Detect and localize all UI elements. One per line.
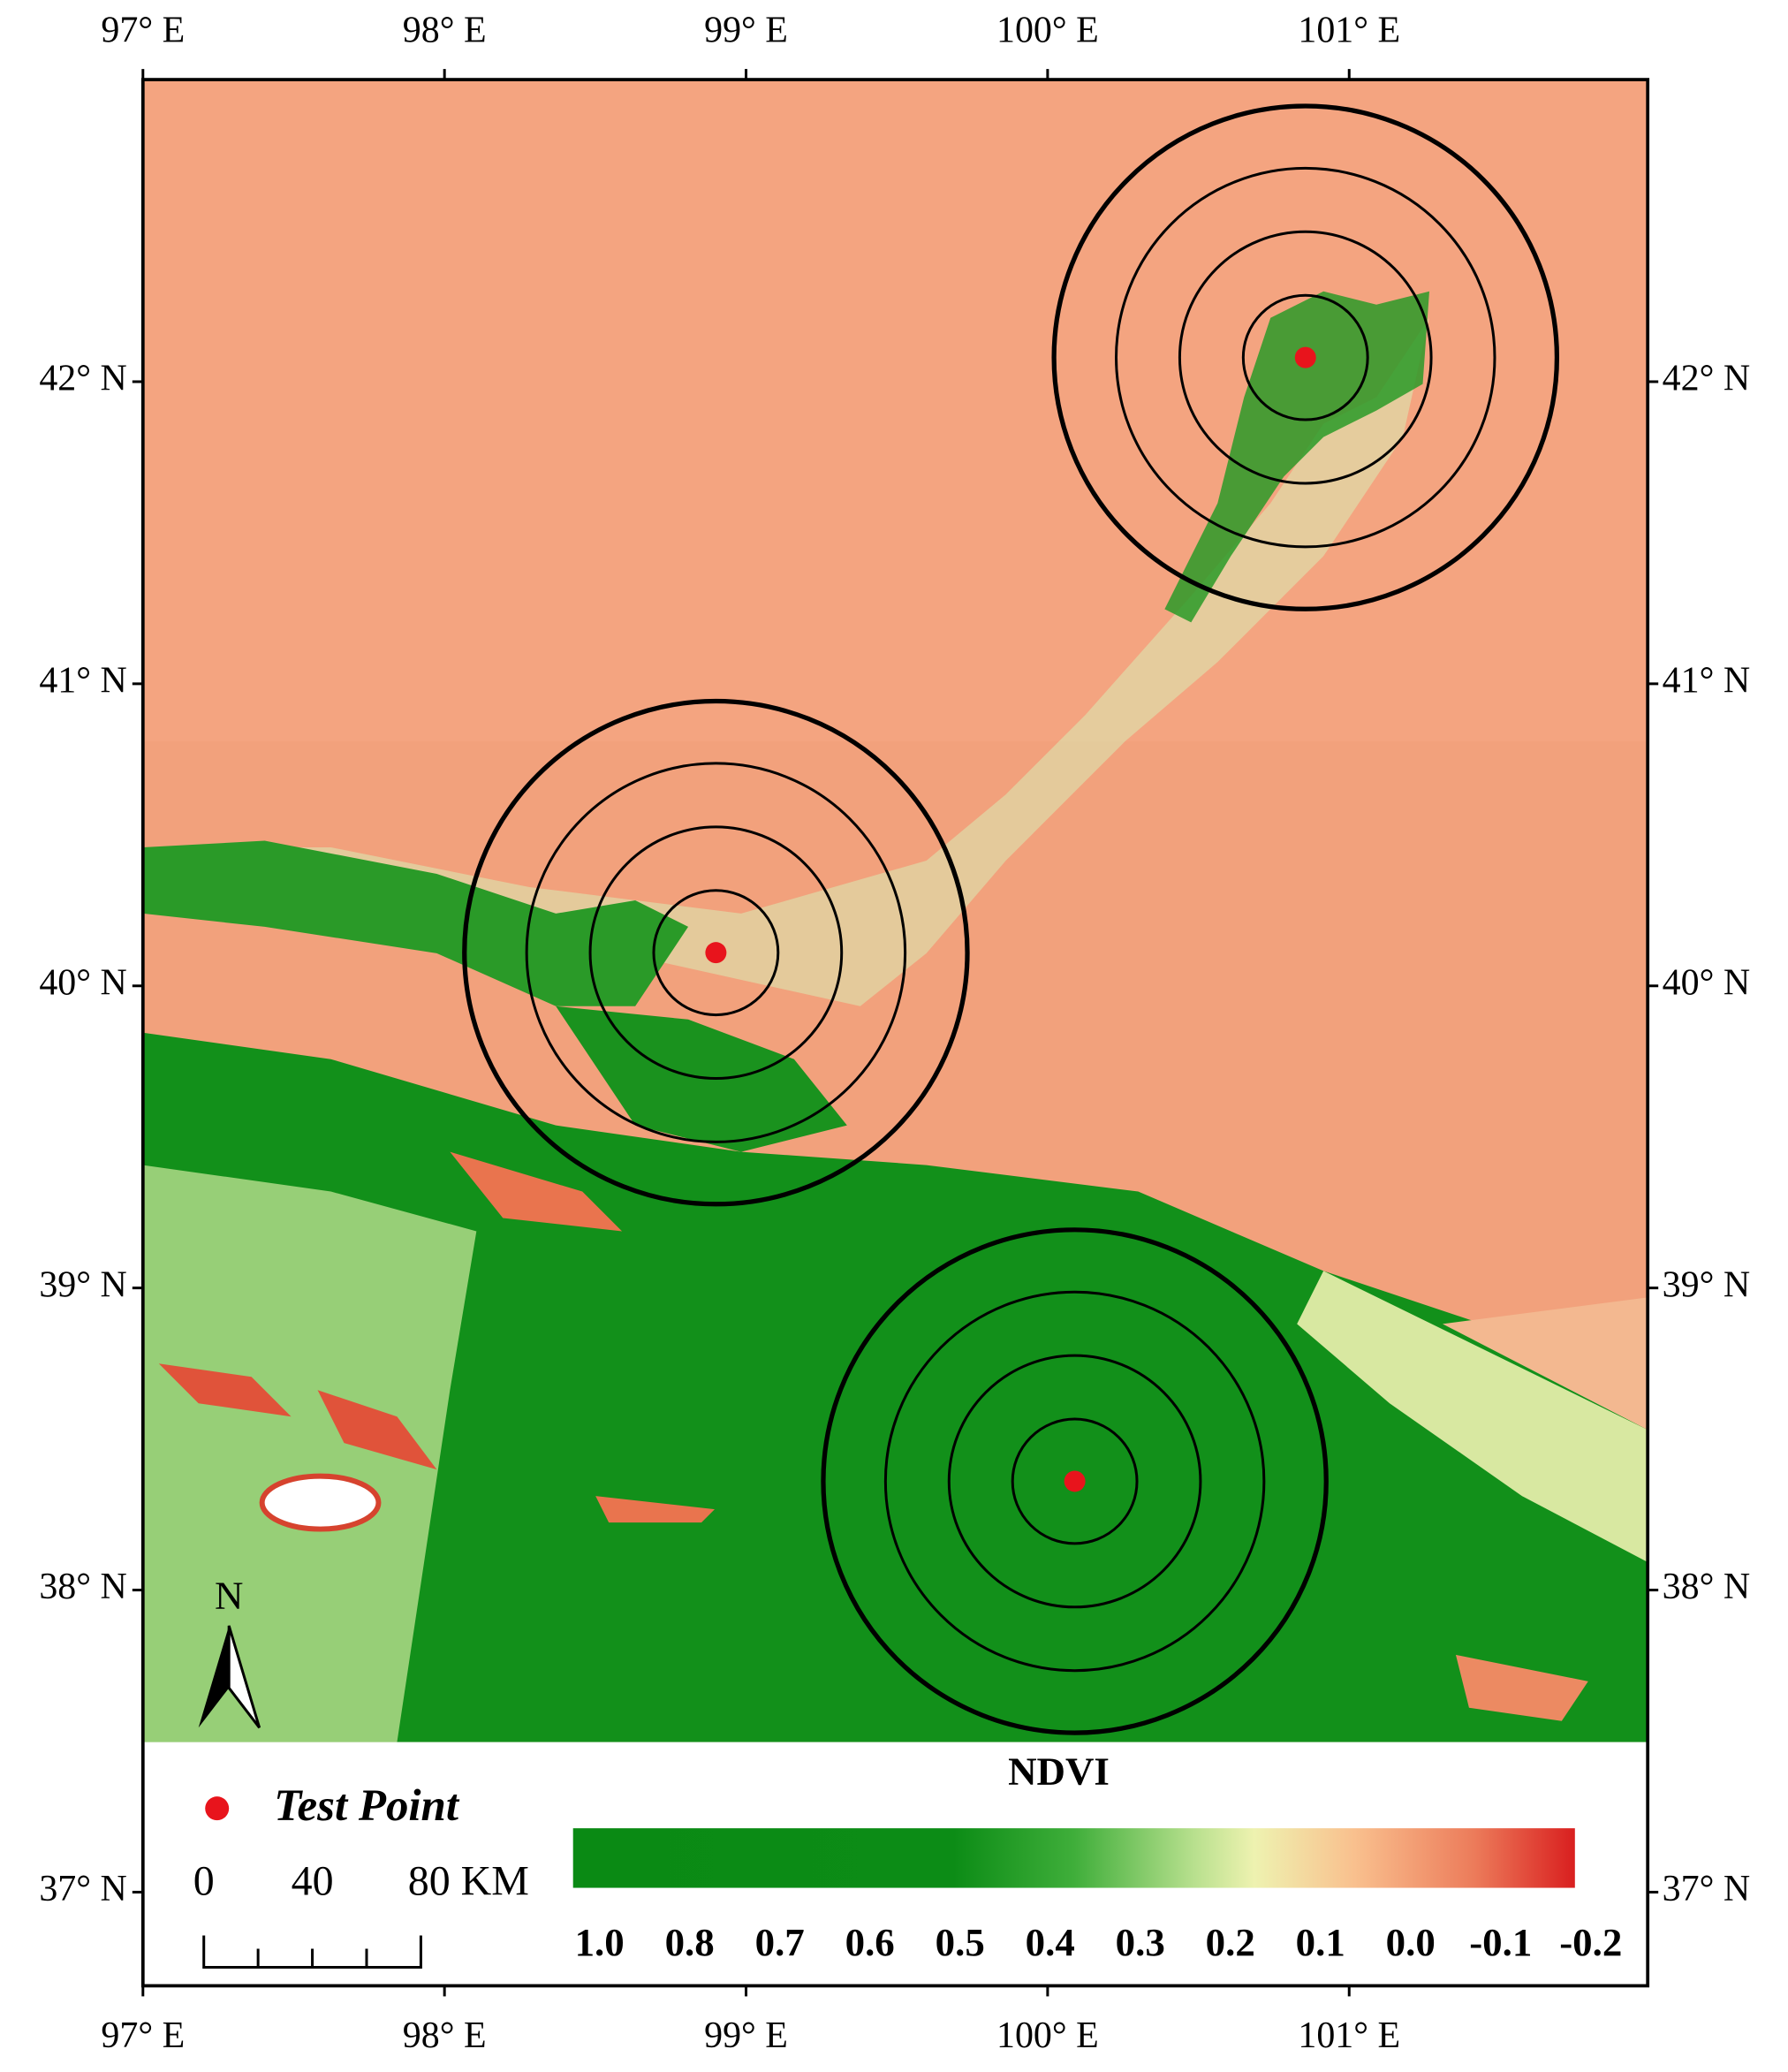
test-point bbox=[1064, 1470, 1086, 1492]
legend: Test Point NDVI 0 40 80 KM 1.0 0.8 0.7 0.6 0.5 0… bbox=[193, 1749, 1622, 1969]
colorbar-label: 0.7 bbox=[755, 1920, 805, 1964]
buffer-ring bbox=[883, 1290, 1266, 1673]
buffer-ring bbox=[947, 1354, 1202, 1609]
map-frame bbox=[140, 78, 1650, 1988]
test-point bbox=[705, 942, 727, 964]
x-tick-label-top: 100° E bbox=[996, 10, 1099, 50]
x-tick-label-top: 98° E bbox=[403, 10, 487, 50]
buffer-ring bbox=[821, 1227, 1329, 1735]
buffer-ring bbox=[1178, 230, 1433, 485]
x-tick-label-bottom: 99° E bbox=[704, 2015, 788, 2056]
colorbar-label: 0.3 bbox=[1116, 1920, 1165, 1964]
buffer-ring bbox=[462, 698, 970, 1207]
x-tick-label-top: 97° E bbox=[101, 10, 185, 50]
buffer-rings bbox=[462, 103, 1560, 1735]
y-tick-label-left: 42° N bbox=[39, 359, 126, 399]
legend-marker bbox=[205, 1796, 230, 1821]
y-tick-label-right: 39° N bbox=[1663, 1264, 1750, 1305]
y-tick-label-left: 41° N bbox=[39, 660, 126, 701]
y-tick-label-right: 40° N bbox=[1663, 962, 1750, 1003]
colorbar-label: 0.2 bbox=[1206, 1920, 1255, 1964]
x-tick-label-bottom: 98° E bbox=[403, 2015, 487, 2056]
colorbar-label: 0.0 bbox=[1386, 1920, 1436, 1964]
colorbar-label: 0.8 bbox=[665, 1920, 715, 1964]
buffer-ring bbox=[652, 889, 780, 1017]
colorbar-label: 0.1 bbox=[1296, 1920, 1345, 1964]
y-tick-label-left: 40° N bbox=[39, 962, 126, 1003]
colorbar-label: -0.1 bbox=[1469, 1920, 1532, 1964]
north-arrow-left bbox=[198, 1625, 230, 1728]
y-tick-label-right: 42° N bbox=[1663, 359, 1750, 399]
colorbar-label: 0.6 bbox=[845, 1920, 895, 1964]
colorbar-title: NDVI bbox=[1008, 1749, 1110, 1794]
buffer-ring bbox=[1115, 166, 1496, 549]
ndvi-raster bbox=[142, 80, 1648, 1742]
x-tick-label-bottom: 97° E bbox=[101, 2015, 185, 2056]
y-tick-label-right: 38° N bbox=[1663, 1567, 1750, 1607]
legend-label: Test Point bbox=[274, 1781, 460, 1831]
buffer-ring bbox=[1241, 293, 1369, 421]
buffer-ring bbox=[525, 762, 907, 1143]
scale-bar-label: 80 KM bbox=[408, 1858, 529, 1905]
y-tick-label-left: 38° N bbox=[39, 1567, 126, 1607]
y-tick-label-right: 37° N bbox=[1663, 1869, 1750, 1909]
colorbar-label: -0.2 bbox=[1559, 1920, 1622, 1964]
x-tick-label-bottom: 100° E bbox=[996, 2015, 1099, 2056]
x-tick-label-top: 101° E bbox=[1298, 10, 1400, 50]
north-label: N bbox=[215, 1573, 243, 1617]
y-tick-label-left: 37° N bbox=[39, 1869, 126, 1909]
colorbar-label: 0.4 bbox=[1026, 1920, 1075, 1964]
y-tick-label-right: 41° N bbox=[1663, 660, 1750, 701]
buffer-ring bbox=[588, 825, 844, 1080]
test-point bbox=[1294, 346, 1316, 368]
scale-bar-label: 40 bbox=[292, 1858, 334, 1905]
scale-bar-label: 0 bbox=[193, 1858, 215, 1905]
north-arrow-right bbox=[227, 1625, 261, 1729]
scale-bar bbox=[202, 1935, 422, 1969]
x-tick-label-bottom: 101° E bbox=[1298, 2015, 1400, 2056]
buffer-ring bbox=[1051, 103, 1560, 611]
y-tick-label-left: 39° N bbox=[39, 1264, 126, 1305]
x-tick-label-top: 99° E bbox=[704, 10, 788, 50]
colorbar bbox=[572, 1828, 1575, 1888]
buffer-ring bbox=[1011, 1417, 1139, 1545]
colorbar-label: 0.5 bbox=[936, 1920, 985, 1964]
colorbar-label: 1.0 bbox=[575, 1920, 625, 1964]
north-arrow: N bbox=[198, 1573, 261, 1729]
